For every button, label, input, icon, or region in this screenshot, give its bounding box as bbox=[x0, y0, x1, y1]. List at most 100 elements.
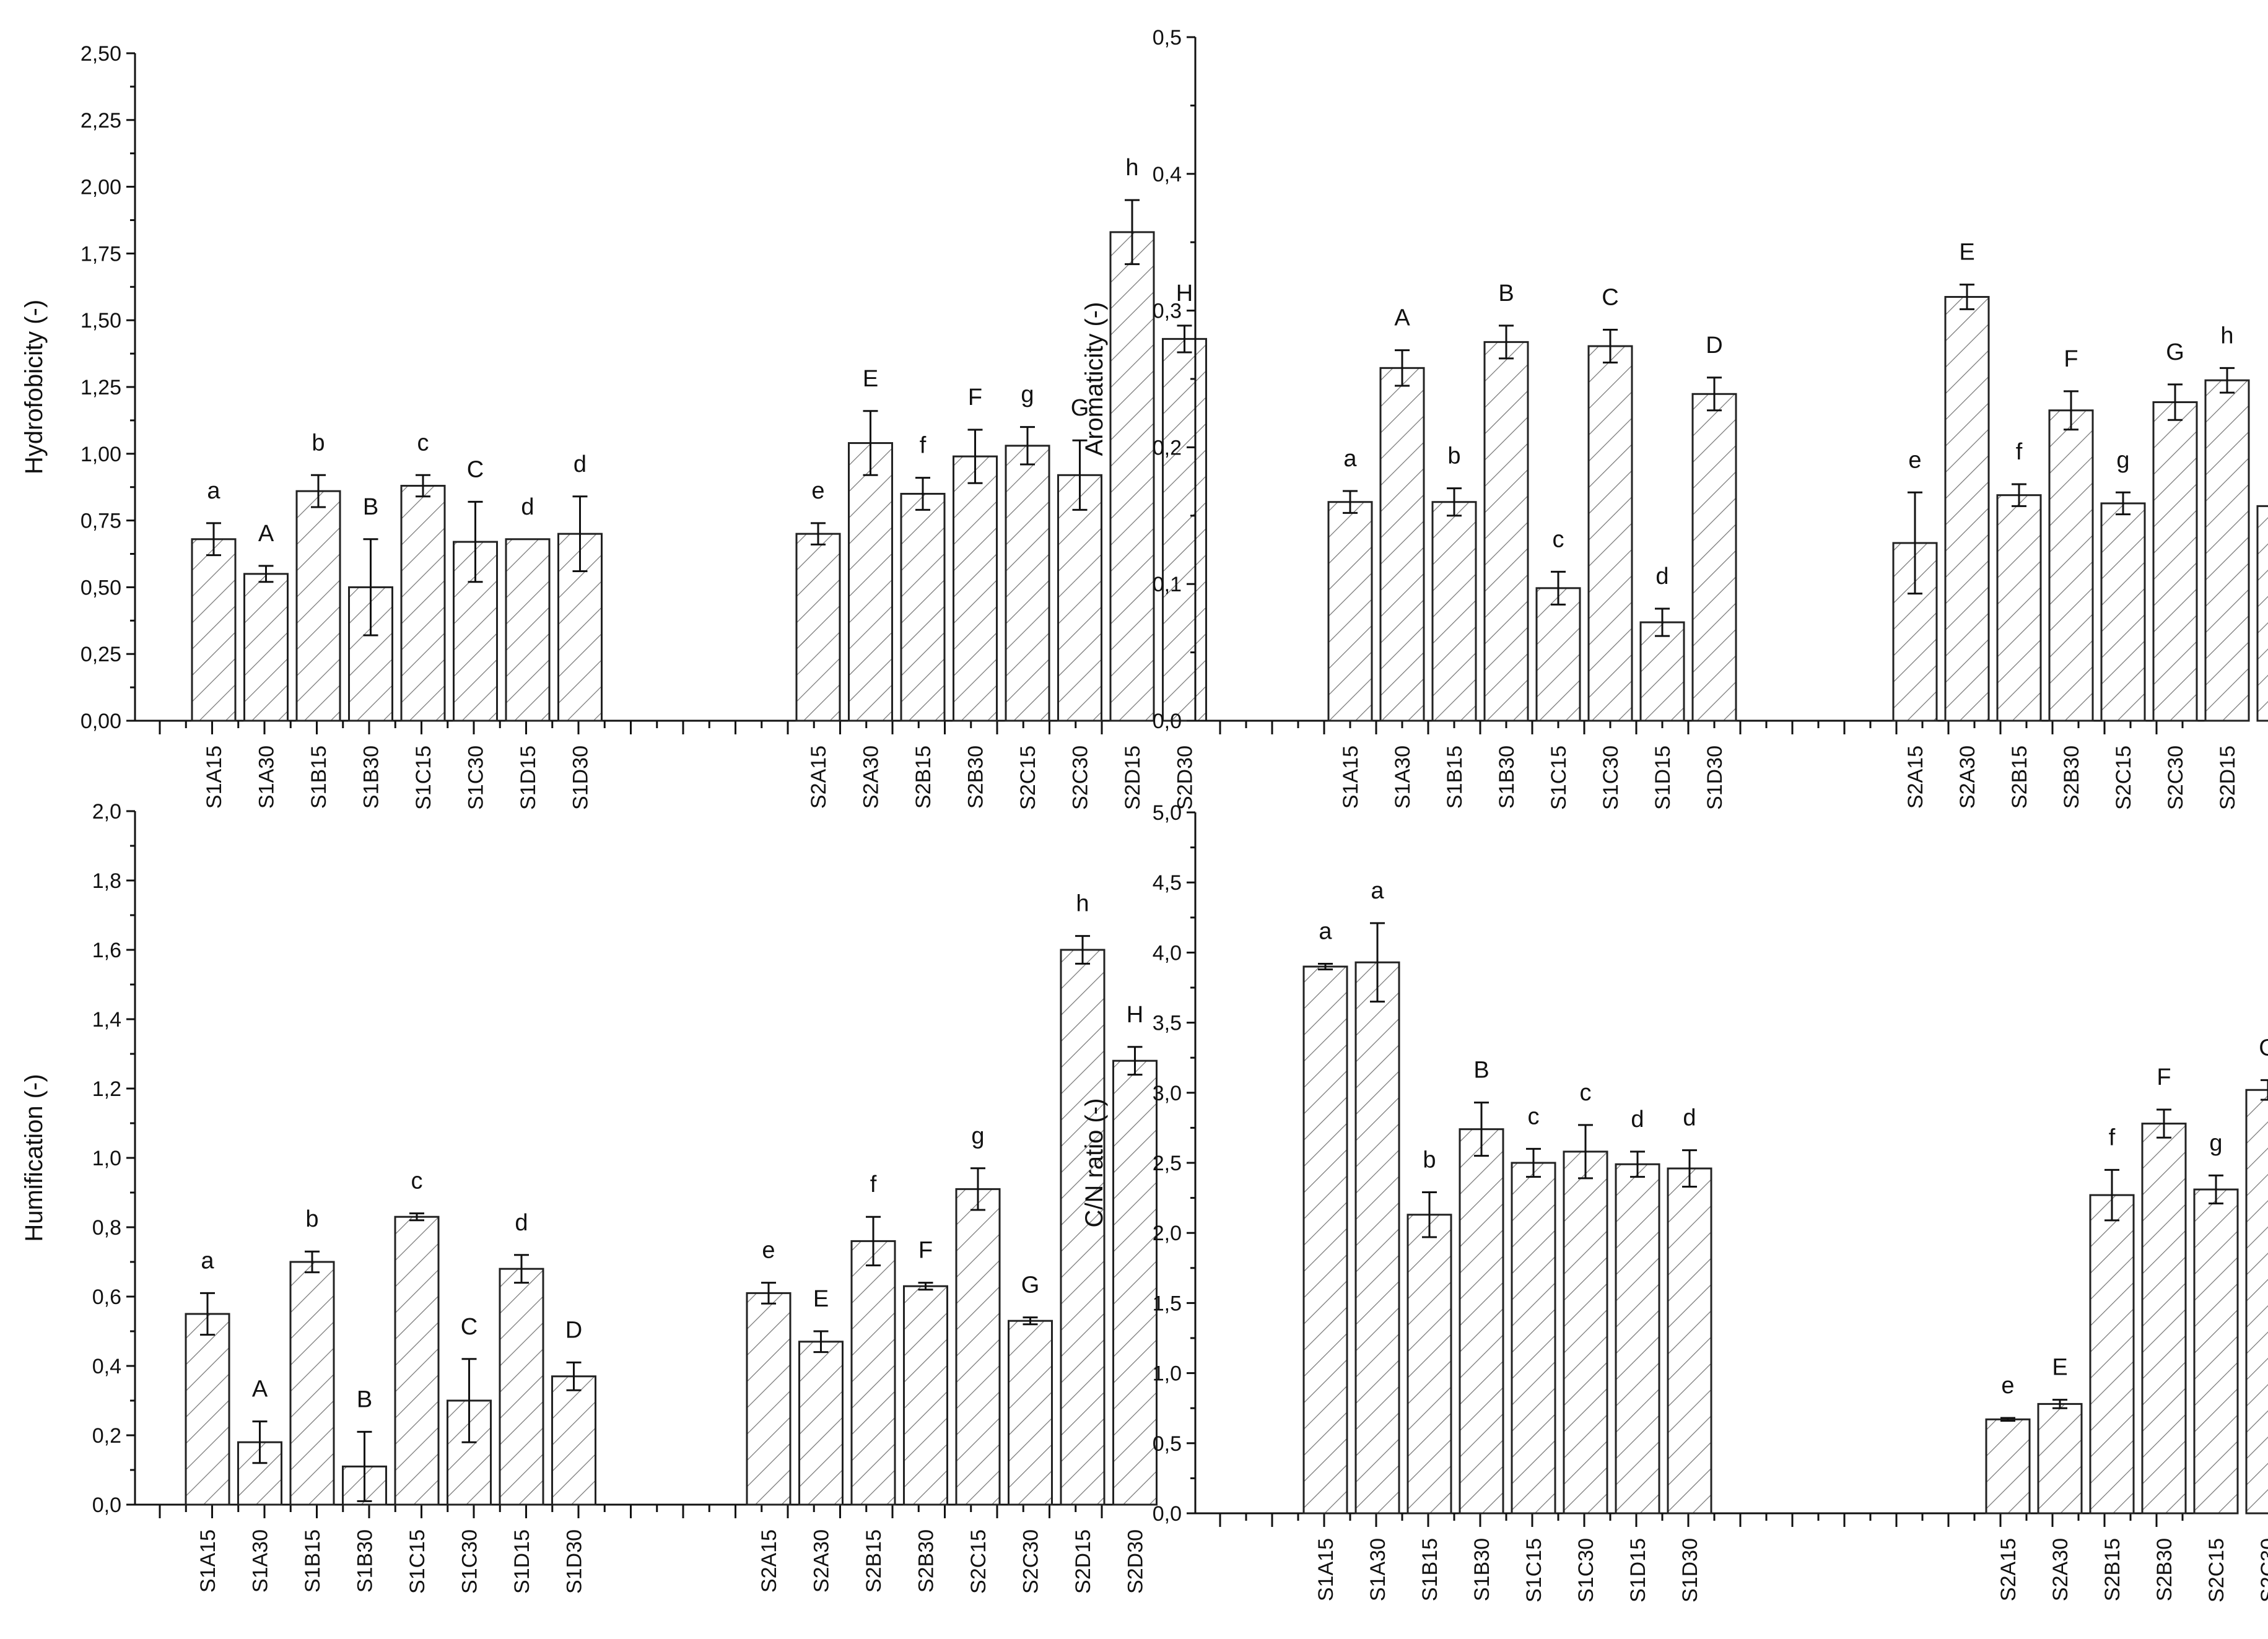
x-tick-label: S1A15 bbox=[203, 746, 226, 809]
bar-s2b15 bbox=[900, 492, 946, 722]
y-tick-label: 0,00 bbox=[81, 710, 121, 733]
bar-s2c30 bbox=[1008, 1319, 1053, 1506]
bar-s2a15 bbox=[746, 1292, 792, 1506]
bar-s2a30 bbox=[798, 1341, 844, 1506]
x-tick-label: S1C30 bbox=[1599, 746, 1623, 810]
x-tick-label: S2B30 bbox=[915, 1529, 938, 1593]
bar-s2d30 bbox=[1162, 337, 1207, 722]
x-tick-label: S2A30 bbox=[1956, 746, 1979, 809]
significance-letter: g bbox=[1021, 382, 1034, 408]
significance-letter: a bbox=[207, 478, 220, 504]
bar-s1a15 bbox=[191, 538, 237, 722]
y-tick-label: 2,0 bbox=[1153, 1222, 1182, 1245]
significance-letter: b bbox=[312, 430, 325, 456]
bar-s2c15 bbox=[2193, 1188, 2239, 1515]
x-tick-label: S1D30 bbox=[1678, 1538, 1702, 1602]
significance-letter: h bbox=[1125, 155, 1138, 181]
x-tick-label: S2D30 bbox=[1174, 746, 1197, 810]
x-tick-label: S1C15 bbox=[412, 746, 435, 810]
significance-letter: a bbox=[1371, 878, 1384, 904]
bar-s2c15 bbox=[955, 1188, 1001, 1506]
bar-s2c30 bbox=[2245, 1089, 2268, 1515]
significance-letter: F bbox=[2064, 346, 2078, 372]
x-tick-label: S2C15 bbox=[2112, 746, 2135, 810]
y-tick-label: 2,5 bbox=[1153, 1152, 1182, 1175]
bar-s2d30 bbox=[2256, 505, 2268, 722]
x-tick-label: S2A30 bbox=[810, 1529, 834, 1593]
significance-letter: F bbox=[918, 1238, 933, 1264]
significance-letter: G bbox=[1021, 1272, 1040, 1298]
bar-s2b30 bbox=[2141, 1123, 2187, 1515]
y-tick-label: 1,5 bbox=[1153, 1292, 1182, 1315]
significance-letter: A bbox=[258, 521, 274, 547]
y-tick-label: 3,5 bbox=[1153, 1012, 1182, 1035]
bar-s2d15 bbox=[2204, 379, 2250, 722]
bar-s1a15 bbox=[1327, 501, 1373, 722]
significance-letter: B bbox=[357, 1386, 372, 1412]
y-tick-label: 0,6 bbox=[92, 1285, 121, 1309]
x-tick-label: S1A30 bbox=[1391, 746, 1415, 809]
significance-letter: B bbox=[363, 494, 378, 520]
y-tick-label: 1,0 bbox=[1153, 1362, 1182, 1386]
bar-s1a30 bbox=[1354, 961, 1400, 1515]
x-tick-label: S1D15 bbox=[1626, 1538, 1650, 1602]
significance-letter: C bbox=[461, 1314, 478, 1340]
y-tick-label: 0,2 bbox=[92, 1424, 121, 1448]
bar-s1d30 bbox=[1667, 1167, 1712, 1515]
x-tick-label: S2A30 bbox=[2049, 1538, 2072, 1601]
bar-s2d15 bbox=[1109, 231, 1155, 722]
significance-letter: G bbox=[2259, 1035, 2268, 1061]
chart-humification: 0,0 0,2 0,4 0,6 0,8 1,0 1,2 1,4 1,6 1,8 2,0 Humific… bbox=[20, 800, 1158, 1594]
x-tick-label: S1C30 bbox=[1574, 1538, 1598, 1602]
bar-s1c15 bbox=[1511, 1162, 1556, 1515]
x-tick-label: S2B15 bbox=[2008, 746, 2031, 809]
x-tick-label: S1D30 bbox=[569, 746, 593, 810]
bar-s1b30 bbox=[1459, 1128, 1504, 1515]
significance-letter: d bbox=[521, 494, 534, 520]
x-tick-label: S2C15 bbox=[1016, 746, 1040, 810]
bar-s2a15 bbox=[795, 533, 841, 722]
y-tick-label: 4,5 bbox=[1153, 871, 1182, 895]
x-tick-label: S2D15 bbox=[1071, 1529, 1095, 1594]
y-tick-label: 2,50 bbox=[81, 42, 121, 66]
y-tick-label: 1,2 bbox=[92, 1077, 121, 1101]
x-tick-label: S1D15 bbox=[510, 1529, 534, 1594]
significance-letter: E bbox=[2052, 1355, 2067, 1381]
x-tick-label: S1C30 bbox=[458, 1529, 482, 1594]
significance-letter: E bbox=[813, 1286, 829, 1312]
y-tick-label: 0,8 bbox=[92, 1216, 121, 1240]
significance-letter: C bbox=[1602, 285, 1618, 311]
significance-letter: d bbox=[1631, 1106, 1644, 1133]
x-tick-label: S1D30 bbox=[563, 1529, 587, 1594]
y-tick-label: 0,3 bbox=[1153, 300, 1182, 323]
x-tick-label: S2C30 bbox=[2257, 1538, 2268, 1602]
bar-s1d15 bbox=[499, 1267, 544, 1506]
y-tick-label: 0,0 bbox=[92, 1493, 121, 1517]
x-tick-label: S2A15 bbox=[757, 1529, 781, 1593]
x-tick-label: S1A30 bbox=[249, 1529, 273, 1593]
y-tick-label: 1,8 bbox=[92, 869, 121, 893]
bar-s2c15 bbox=[1005, 445, 1050, 722]
significance-letter: c bbox=[1580, 1080, 1592, 1106]
significance-letter: A bbox=[252, 1376, 268, 1402]
y-tick-label: 1,75 bbox=[81, 242, 121, 266]
bar-s1b15 bbox=[289, 1261, 335, 1506]
bar-s2b30 bbox=[2048, 409, 2094, 722]
significance-letter: F bbox=[968, 385, 982, 411]
y-axis-title: C/N ratio (-) bbox=[1081, 1098, 1108, 1228]
bar-s1b15 bbox=[295, 490, 341, 722]
significance-letter: f bbox=[870, 1172, 877, 1198]
y-tick-label: 0,4 bbox=[92, 1355, 121, 1378]
x-tick-label: S1B30 bbox=[360, 746, 383, 809]
bar-s2a30 bbox=[848, 442, 893, 722]
significance-letter: f bbox=[2016, 439, 2023, 465]
x-tick-label: S2C30 bbox=[1019, 1529, 1043, 1594]
y-tick-label: 1,00 bbox=[81, 443, 121, 466]
chart-hydrofobicity: 0,00 0,25 0,50 0,75 1,00 1,25 1,50 1,75 2,00 2,25… bbox=[20, 42, 1207, 810]
significance-letter: g bbox=[2116, 447, 2129, 473]
x-tick-label: S1D30 bbox=[1703, 746, 1727, 810]
bar-s1d15 bbox=[1615, 1163, 1660, 1515]
significance-letter: D bbox=[1706, 333, 1722, 359]
bar-s2b30 bbox=[953, 455, 998, 722]
